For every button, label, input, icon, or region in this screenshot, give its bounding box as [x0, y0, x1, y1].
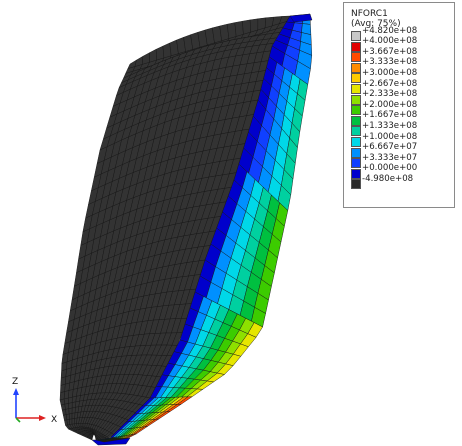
legend-label: +2.333e+08 [362, 89, 418, 100]
legend-label: +2.667e+08 [362, 78, 418, 89]
legend-label: +6.667e+07 [362, 142, 418, 153]
legend-label: +4.820e+08 [362, 25, 418, 36]
mesh-element-contour [91, 437, 131, 446]
mesh-element-dark [242, 19, 251, 35]
legend-swatch [351, 168, 361, 179]
legend-swatch [351, 115, 361, 126]
x-axis-arrow-icon [39, 415, 46, 421]
legend-swatch [351, 62, 361, 73]
legend-label: +3.333e+08 [362, 57, 418, 68]
legend-swatch [351, 73, 361, 84]
legend-label: -4.980e+08 [362, 173, 414, 184]
legend-label: +1.333e+08 [362, 120, 418, 131]
mesh-element-dark [68, 413, 73, 420]
mesh-element-dark [155, 45, 165, 61]
legend-swatch [351, 105, 361, 116]
legend-label: +1.667e+08 [362, 110, 418, 121]
contour-legend: NFORC1 (Avg: 75%) +4.820e+08 +4.000e+08 +3… [343, 2, 455, 208]
legend-label: +0.000e+00 [362, 163, 418, 174]
legend-label: +2.000e+08 [362, 99, 418, 110]
legend-swatch [351, 137, 361, 147]
legend-swatch [351, 41, 361, 52]
z-axis-arrow-icon [13, 388, 19, 395]
mesh-element-dark [68, 407, 73, 415]
legend-swatch [351, 158, 361, 169]
mesh-element-contour [289, 13, 313, 23]
mesh-element-dark [234, 20, 244, 37]
legend-swatch [351, 126, 361, 137]
legend-swatch [351, 31, 361, 41]
legend-variable-name: NFORC1 [351, 9, 388, 19]
mesh-element-dark [63, 397, 69, 405]
legend-averaging: (Avg: 75%) [351, 19, 401, 29]
axis-triad: Z X [12, 377, 57, 425]
y-axis-line [15, 417, 21, 423]
legend-swatch [351, 94, 361, 105]
mesh-element-dark [65, 413, 70, 421]
legend-swatch [351, 52, 361, 63]
legend-swatch [351, 84, 361, 94]
mesh-element-dark [80, 423, 84, 428]
mesh-element-dark [67, 396, 73, 404]
mesh-element-dark [68, 402, 73, 409]
legend-swatch [351, 179, 361, 190]
z-axis-label: Z [12, 377, 18, 387]
legend-swatch [351, 147, 361, 158]
finite-element-mesh [59, 13, 313, 446]
legend-label: +3.333e+07 [362, 152, 418, 163]
x-axis-label: X [51, 415, 57, 425]
mesh-element-dark [64, 403, 70, 410]
legend-label: +3.667e+08 [362, 46, 418, 57]
legend-label: +4.000e+08 [362, 36, 418, 47]
legend-label: +1.000e+08 [362, 131, 418, 142]
legend-label: +3.000e+08 [362, 67, 418, 78]
mesh-element-dark [69, 418, 73, 425]
